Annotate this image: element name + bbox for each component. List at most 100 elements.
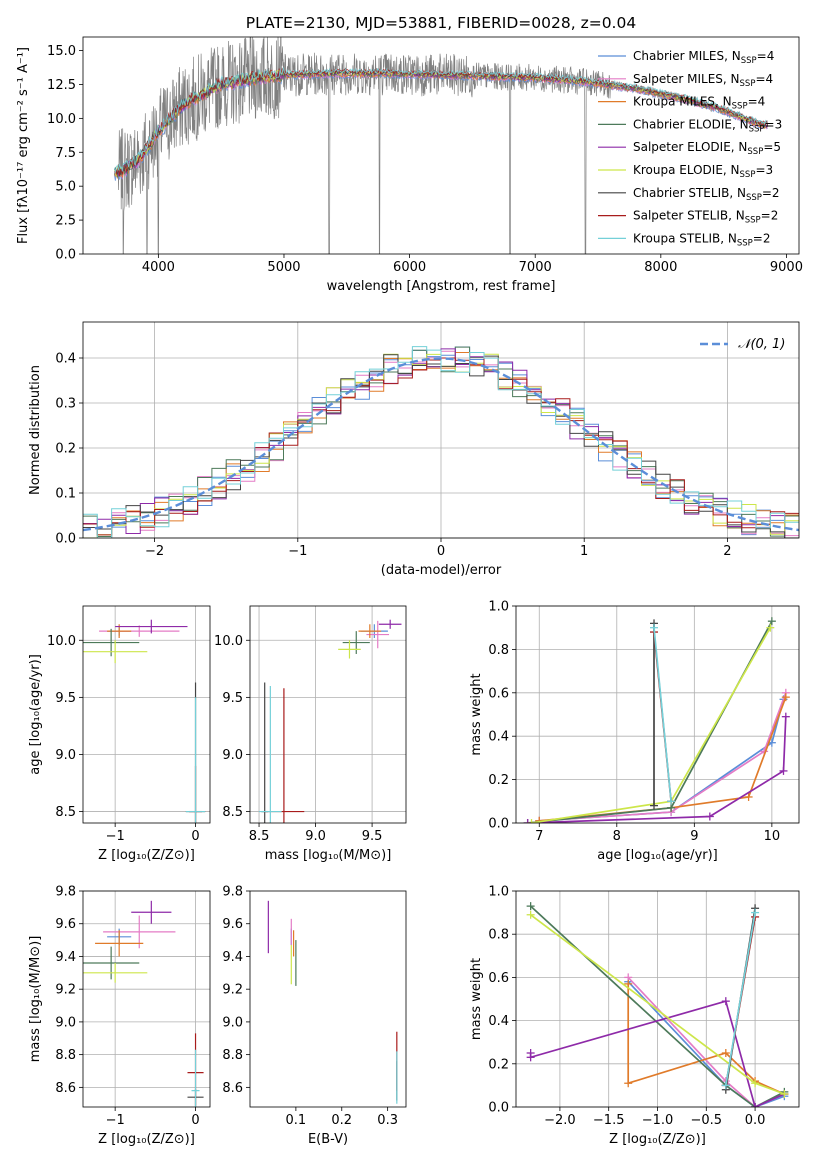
series-salpeter-elodie bbox=[523, 712, 790, 823]
x-axis-label: mass [log₁₀(M/M⊙)] bbox=[265, 848, 392, 863]
legend-subscript: SSP bbox=[749, 124, 765, 134]
x-axis-label: E(B-V) bbox=[308, 1132, 348, 1147]
y-tick-label: 9.6 bbox=[222, 917, 243, 932]
x-tick-label: 0 bbox=[191, 829, 199, 844]
axes-frame bbox=[82, 890, 211, 1108]
x-tick-label: −1 bbox=[106, 829, 125, 844]
x-axis-label: (data-model)/error bbox=[381, 563, 502, 578]
x-tick-label: 0 bbox=[437, 544, 445, 559]
plus-marker bbox=[705, 812, 714, 821]
y-tick-label: 0.0 bbox=[488, 817, 509, 832]
errorbar-chabrier-elodie bbox=[83, 946, 140, 980]
x-tick-label: 1 bbox=[580, 544, 588, 559]
legend-subscript: SSP bbox=[740, 79, 756, 89]
plus-marker bbox=[744, 792, 753, 801]
axes-frame bbox=[249, 890, 407, 1108]
y-tick-label: 5.0 bbox=[55, 180, 76, 195]
x-axis-label: Z [log₁₀(Z/Z⊙)] bbox=[609, 1132, 706, 1147]
legend-subscript: SSP bbox=[732, 102, 748, 112]
panel-7: 0.1 0.2 0.3 8.6 8.8 9.0 9.2 9.4 9.6 9.8 E(B-V) bbox=[222, 885, 407, 1147]
errorbar-chabrier-elodie bbox=[342, 631, 370, 654]
legend-text: Chabrier ELODIE, N bbox=[633, 117, 749, 131]
y-tick-label: 8.8 bbox=[55, 1048, 76, 1063]
series-kroupa-elodie bbox=[527, 623, 775, 823]
x-tick-label: 0.0 bbox=[745, 1113, 766, 1128]
y-tick-label: 9.2 bbox=[55, 983, 76, 998]
x-tick-label: −1.0 bbox=[642, 1113, 674, 1128]
panel-8: −2.0 −1.5 −1.0 −0.5 0.0 0.0 0.2 0.4 0.6 0.8 1.0 Z [… bbox=[469, 885, 800, 1147]
legend-text: =3 bbox=[765, 117, 783, 131]
x-tick-label: 7000 bbox=[519, 260, 552, 275]
y-tick-label: 9.8 bbox=[222, 885, 243, 900]
series-line bbox=[527, 620, 773, 823]
y-tick-label: 9.4 bbox=[222, 950, 243, 965]
x-tick-label: 9.0 bbox=[305, 829, 326, 844]
y-tick-label: 0.6 bbox=[488, 686, 509, 701]
legend-label-salpeter-stelib: Salpeter STELIB, NSSP=2 bbox=[633, 209, 778, 226]
errorbar-kroupa-elodie bbox=[338, 640, 361, 659]
y-tick-label: 9.0 bbox=[222, 1015, 243, 1030]
plot-area bbox=[113, 37, 769, 254]
plus-marker bbox=[751, 1103, 760, 1107]
plus-marker bbox=[624, 1079, 633, 1088]
panel-1: 4000 5000 6000 7000 8000 9000 0.0 2.5 5.0 7.5 10.0… bbox=[16, 14, 803, 294]
y-tick-label: 10.0 bbox=[47, 634, 76, 649]
plot-area bbox=[259, 619, 402, 823]
errorbar-salpeter-elodie bbox=[131, 900, 172, 924]
x-tick-label: −2.0 bbox=[544, 1113, 576, 1128]
x-axis-label: age [log₁₀(age/yr)] bbox=[597, 848, 718, 863]
x-tick-label: 0.3 bbox=[377, 1113, 398, 1128]
y-tick-label: 8.6 bbox=[55, 1081, 76, 1096]
errorbar-kroupa-stelib bbox=[191, 1049, 200, 1107]
errorbar-kroupa-elodie bbox=[83, 963, 148, 983]
y-tick-label: 0.0 bbox=[55, 532, 76, 547]
plus-marker bbox=[779, 766, 788, 775]
panel-4: 8.5 9.0 9.5 8.5 9.0 9.5 10.0 mass [log₁₀(M/M⊙)] bbox=[214, 605, 407, 863]
errorbar-kroupa-miles bbox=[358, 624, 382, 638]
errorbar-kroupa-stelib bbox=[259, 685, 282, 823]
y-tick-label: 10.0 bbox=[47, 112, 76, 127]
y-tick-label: 12.5 bbox=[47, 78, 76, 93]
plus-marker bbox=[526, 910, 535, 919]
errorbar-kroupa-elodie bbox=[83, 640, 148, 664]
plus-marker bbox=[766, 623, 775, 632]
legend-text: Kroupa STELIB, N bbox=[633, 231, 737, 245]
y-tick-label: 9.8 bbox=[55, 885, 76, 900]
y-tick-label: 9.0 bbox=[55, 748, 76, 763]
y-tick-label: 9.0 bbox=[55, 1015, 76, 1030]
y-tick-label: 8.5 bbox=[222, 805, 243, 820]
plus-marker bbox=[624, 979, 633, 988]
y-tick-label: 15.0 bbox=[47, 44, 76, 59]
legend-text: Salpeter MILES, N bbox=[633, 72, 740, 86]
legend-text: Chabrier MILES, N bbox=[633, 49, 741, 63]
panel-5: 7 8 9 10 0.0 0.2 0.4 0.6 0.8 1.0 age [log₁₀(age/yr… bbox=[469, 600, 800, 863]
axes-frame bbox=[515, 605, 800, 824]
series-line bbox=[539, 692, 787, 822]
plot-area bbox=[83, 900, 204, 1107]
legend-subscript: SSP bbox=[741, 56, 757, 66]
legend-label-kroupa-stelib: Kroupa STELIB, NSSP=2 bbox=[633, 231, 771, 248]
y-tick-label: 0.4 bbox=[55, 352, 76, 367]
x-axis-label: Z [log₁₀(Z/Z⊙)] bbox=[98, 1132, 195, 1147]
legend-text: =4 bbox=[757, 49, 775, 63]
plot-area bbox=[83, 346, 799, 538]
x-tick-label: −2 bbox=[145, 544, 164, 559]
x-tick-label: 8 bbox=[613, 829, 621, 844]
y-tick-label: 0.3 bbox=[55, 397, 76, 412]
errorbar-salpeter-elodie bbox=[378, 619, 402, 629]
series-chabrier-stelib bbox=[650, 619, 659, 810]
y-tick-label: 2.5 bbox=[55, 214, 76, 229]
plot-area bbox=[83, 619, 206, 823]
legend-text: =5 bbox=[763, 140, 781, 154]
legend-label-salpeter-miles: Salpeter MILES, NSSP=4 bbox=[633, 72, 773, 89]
y-axis-label: Normed distribution bbox=[28, 365, 43, 495]
errorbar-kroupa-miles bbox=[95, 930, 144, 957]
legend-text: =4 bbox=[748, 95, 766, 109]
axes-frame bbox=[82, 36, 800, 255]
x-tick-label: 2 bbox=[723, 544, 731, 559]
legend-subscript: SSP bbox=[740, 170, 756, 180]
y-tick-label: 9.5 bbox=[222, 691, 243, 706]
plus-marker bbox=[781, 712, 790, 721]
y-tick-label: 0.0 bbox=[55, 248, 76, 263]
series-line bbox=[724, 912, 756, 1086]
